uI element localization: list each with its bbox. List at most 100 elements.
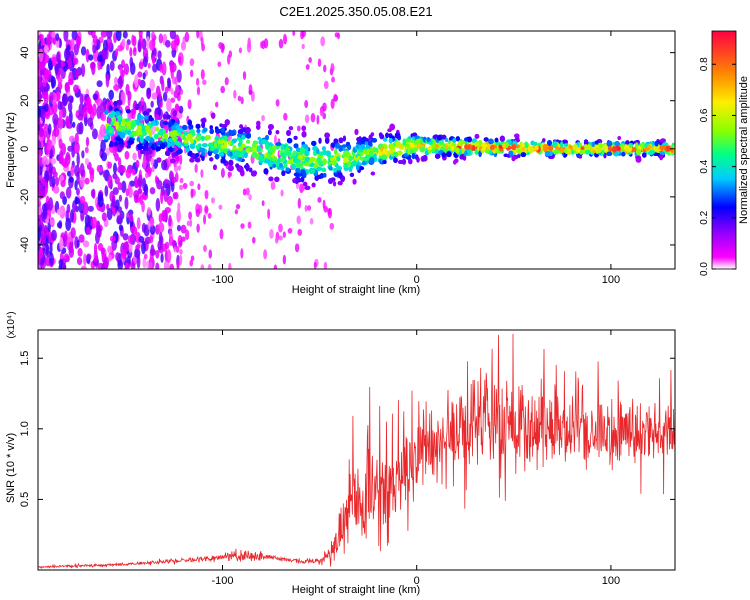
spectrogram-cell — [139, 194, 144, 205]
spectrogram-cell — [200, 169, 204, 178]
spectrogram-cell — [464, 137, 469, 142]
spectrogram-cell — [409, 141, 415, 148]
spectrogram-cell — [286, 160, 292, 165]
spectrogram-cell — [128, 213, 134, 223]
spectrogram-cell — [38, 207, 42, 216]
spectrogram-cell — [213, 164, 217, 171]
spectrogram-cell — [176, 69, 182, 83]
spectrogram-cell — [393, 157, 398, 163]
spectrogram-cell — [67, 145, 73, 152]
spectrogram-cell — [521, 143, 525, 148]
spectrogram-cell — [118, 194, 123, 202]
spectrogram-cell — [115, 111, 120, 116]
spectrogram-cell — [118, 224, 124, 232]
spectrogram-y-tick-label: 40 — [19, 47, 31, 59]
spectrogram-cell — [187, 99, 192, 110]
spectrogram-cell — [304, 156, 311, 162]
spectrogram-cell — [114, 76, 118, 86]
spectrogram-cell — [106, 207, 113, 221]
spectrogram-cell — [275, 129, 280, 135]
spectrogram-cell — [115, 31, 122, 42]
spectrogram-cell — [138, 236, 145, 243]
spectrogram-cell — [196, 86, 201, 96]
spectrogram-cell — [235, 163, 240, 168]
spectrogram-cell — [149, 187, 156, 195]
spectrogram-cell — [63, 47, 70, 61]
spectrogram-x-ticks: -100 0 100 — [211, 31, 620, 286]
spectrogram-cell — [189, 58, 195, 67]
spectrogram-cell — [108, 113, 114, 119]
spectrogram-cell — [285, 167, 290, 172]
spectrogram-cell — [166, 249, 172, 264]
spectrogram-cell — [140, 149, 146, 155]
spectrogram-cell — [176, 224, 182, 232]
spectrogram-cell — [166, 141, 171, 148]
spectrogram-cell — [91, 61, 96, 76]
spectrogram-cell — [158, 222, 165, 233]
spectrogram-cell — [473, 142, 480, 147]
spectrogram-cell — [499, 135, 505, 142]
spectrogram-cell — [454, 147, 460, 154]
spectrogram-cell — [131, 225, 138, 235]
spectrogram-cell — [195, 123, 201, 129]
snr-x-ticks: -100 0 100 — [211, 330, 620, 587]
spectrogram-cell — [78, 234, 85, 243]
spectrogram-cell — [156, 157, 162, 163]
spectrogram-cell — [338, 137, 344, 144]
spectrogram-cell — [196, 135, 201, 142]
spectrogram-cell — [162, 133, 168, 139]
spectrogram-cell — [43, 45, 49, 54]
spectrogram-cell — [114, 176, 120, 185]
spectrogram-cell — [304, 114, 310, 124]
spectrogram-cell — [167, 155, 172, 167]
spectrogram-cell — [292, 150, 297, 157]
spectrogram-cell — [146, 108, 152, 113]
spectrogram-cell — [248, 167, 253, 173]
spectrogram-cell — [92, 44, 97, 54]
spectrogram-cell — [404, 143, 411, 149]
spectrogram-cell — [58, 109, 63, 119]
spectrogram-cell — [171, 130, 178, 137]
spectrogram-cell — [163, 189, 168, 203]
spectrogram-cell — [65, 82, 71, 95]
spectrogram-cell — [63, 31, 69, 42]
spectrogram-cell — [116, 215, 122, 224]
spectrogram-cell — [248, 193, 252, 201]
spectrogram-cell — [281, 170, 286, 177]
spectrogram-cell — [283, 112, 288, 121]
spectrogram-cell — [173, 246, 177, 253]
spectrogram-cell — [107, 161, 113, 169]
spectrogram-cell — [566, 148, 572, 155]
spectrogram-cell — [446, 151, 452, 158]
spectrogram-cell — [301, 144, 307, 149]
spectrogram-cell — [91, 216, 98, 229]
spectrogram-cell — [444, 138, 449, 143]
spectrogram-cell — [82, 201, 89, 216]
spectrogram-cell — [103, 256, 110, 269]
spectrogram-cell — [309, 169, 316, 174]
spectrogram-cell — [85, 136, 90, 147]
spectrogram-cell — [317, 58, 322, 67]
spectrogram-cell — [102, 170, 107, 178]
spectrogram-cell — [66, 44, 71, 51]
spectrogram-cell — [142, 72, 146, 80]
spectrogram-cell — [172, 110, 178, 117]
spectrogram-cell — [125, 168, 132, 179]
spectrogram-cell — [297, 228, 303, 236]
spectrogram-cell — [38, 34, 43, 42]
spectrogram-cell — [127, 129, 132, 136]
spectrogram-cell — [209, 128, 214, 135]
spectrogram-cell — [189, 69, 194, 78]
spectrogram-cell — [170, 88, 174, 95]
spectrogram-cell — [229, 151, 233, 157]
spectrogram-cell — [304, 204, 308, 212]
spectrogram-cell — [140, 137, 144, 144]
spectrogram-cell — [364, 141, 369, 146]
spectrogram-cell — [54, 63, 59, 76]
spectrogram-cell — [104, 185, 109, 197]
spectrogram-cell — [158, 90, 162, 101]
spectrogram-cell — [133, 46, 137, 52]
spectrogram-cell — [182, 182, 188, 190]
spectrogram-cell — [103, 135, 109, 140]
spectrogram-cell — [82, 105, 88, 118]
